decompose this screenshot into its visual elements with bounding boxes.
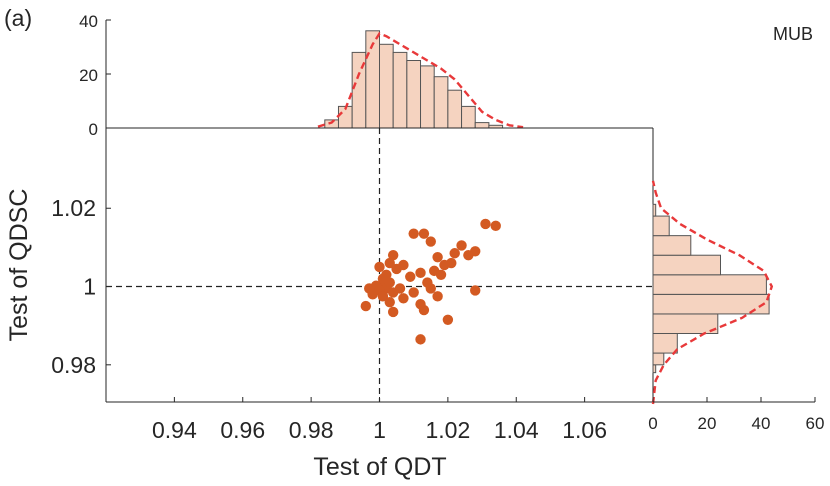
data-point — [387, 250, 399, 261]
data-point — [425, 236, 436, 247]
right-hist-bar — [652, 333, 678, 354]
right-hist-bar — [652, 352, 665, 366]
top-hist-bar — [461, 105, 476, 129]
top-density-curve — [317, 32, 524, 129]
top-hist-bar — [406, 60, 422, 129]
top-hist-bar — [447, 89, 463, 129]
data-point — [446, 257, 457, 269]
top-histogram-annotation: MUB — [773, 24, 813, 44]
data-point — [364, 283, 375, 294]
data-point — [418, 228, 430, 239]
data-point — [432, 291, 443, 302]
top-hist-tick-label: 0 — [89, 120, 98, 139]
data-point — [381, 269, 392, 280]
right-hist-bar — [652, 364, 657, 374]
data-point — [470, 246, 481, 257]
data-point — [398, 259, 409, 271]
data-point — [405, 271, 416, 282]
right-hist-bar — [652, 203, 657, 217]
right-histogram: 0 20 40 60 — [648, 180, 825, 433]
x-tick-label: 0.94 — [152, 417, 197, 443]
right-hist-tick-label: 0 — [648, 414, 657, 433]
data-point — [398, 293, 409, 304]
x-axis-label: Test of QDT — [313, 453, 446, 481]
right-hist-tick-label: 60 — [806, 414, 825, 433]
top-hist-bar — [420, 65, 435, 129]
data-point — [387, 306, 399, 318]
data-point — [408, 287, 419, 298]
right-hist-tick-label: 20 — [698, 414, 717, 433]
data-point — [422, 277, 433, 288]
data-point — [449, 248, 460, 259]
data-point — [435, 269, 447, 280]
panel-label: (a) — [4, 5, 32, 31]
right-hist-bar — [652, 215, 670, 237]
data-point — [415, 334, 426, 345]
x-tick-label: 1 — [373, 417, 386, 443]
top-hist-tick-label: 20 — [79, 66, 98, 85]
right-hist-tick-label: 40 — [752, 414, 771, 433]
x-tick-label: 1.04 — [494, 417, 539, 443]
top-histogram: 0 20 40 — [79, 12, 653, 139]
top-hist-bar — [379, 43, 394, 129]
scatter-plot: 0.94 0.96 0.98 1 1.02 1.04 1.06 0.98 1 1.02 — [51, 127, 654, 443]
data-point — [384, 296, 395, 308]
top-hist-bar — [474, 122, 490, 129]
data-point — [394, 283, 406, 294]
x-tick-label: 0.96 — [220, 417, 265, 443]
x-tick-label: 1.02 — [425, 417, 470, 443]
data-point — [374, 261, 385, 273]
data-point — [384, 257, 395, 269]
right-hist-bar — [652, 235, 692, 256]
data-point — [408, 228, 419, 239]
y-tick-label: 0.98 — [51, 352, 96, 378]
y-axis-label: Test of QDSC — [5, 189, 33, 342]
data-point — [480, 218, 491, 230]
right-density-curve — [651, 180, 774, 405]
x-tick-label: 0.98 — [289, 417, 334, 443]
data-point — [432, 251, 443, 263]
data-point — [456, 240, 467, 251]
top-hist-bar — [433, 76, 449, 129]
data-point — [490, 220, 501, 232]
right-hist-bar — [652, 313, 719, 334]
y-tick-label: 1.02 — [51, 195, 96, 221]
y-tick-label: 1 — [83, 274, 96, 300]
data-point — [377, 291, 389, 302]
data-point — [470, 285, 481, 296]
data-point — [360, 300, 372, 312]
data-point — [415, 267, 426, 279]
x-tick-label: 1.06 — [562, 417, 607, 443]
data-point — [415, 298, 426, 310]
right-hist-bar — [652, 254, 721, 276]
top-hist-tick-label: 40 — [79, 12, 98, 31]
right-hist-bar — [652, 274, 767, 295]
data-point — [442, 314, 454, 325]
top-hist-bar — [392, 51, 408, 129]
